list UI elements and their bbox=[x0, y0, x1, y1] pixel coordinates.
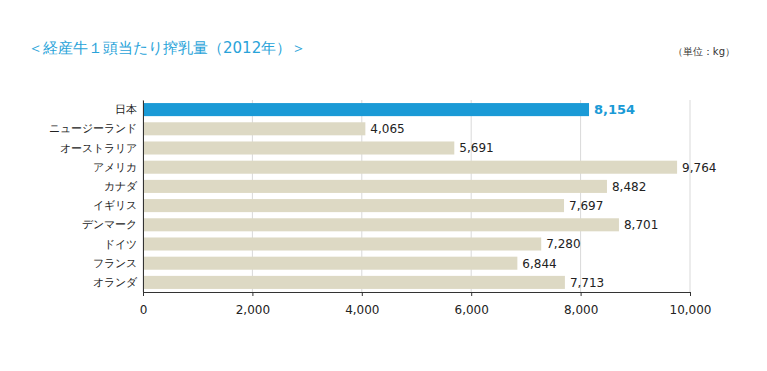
tick-mark bbox=[471, 292, 472, 296]
bar bbox=[143, 141, 454, 154]
tick-mark bbox=[362, 292, 363, 296]
bar bbox=[143, 103, 589, 116]
tick-mark bbox=[143, 292, 144, 296]
bar bbox=[143, 276, 565, 289]
y-axis: 日本ニュージーランドオーストラリアアメリカカナダイギリスデンマークドイツフランス… bbox=[49, 101, 144, 293]
data-label: 7,713 bbox=[570, 276, 604, 290]
bar bbox=[143, 122, 365, 135]
category-label: イギリス bbox=[93, 199, 137, 212]
data-label: 8,154 bbox=[594, 102, 635, 117]
tick: ドイツ bbox=[104, 238, 137, 251]
category-label: デンマーク bbox=[82, 218, 137, 231]
data-label: 5,691 bbox=[459, 141, 493, 155]
grid-line bbox=[143, 100, 144, 292]
bar bbox=[143, 180, 607, 193]
data-label: 6,844 bbox=[522, 257, 556, 271]
bars bbox=[143, 103, 677, 289]
category-label: フランス bbox=[93, 257, 137, 270]
bar bbox=[143, 237, 541, 250]
category-label: ドイツ bbox=[104, 238, 137, 251]
tick-label: 10,000 bbox=[670, 303, 712, 317]
bar bbox=[143, 161, 677, 174]
tick-label: 0 bbox=[140, 303, 148, 317]
bar bbox=[143, 218, 619, 231]
tick: 0 bbox=[140, 292, 148, 317]
tick-label: 4,000 bbox=[345, 303, 379, 317]
grid-line bbox=[690, 100, 691, 292]
tick: フランス bbox=[93, 257, 137, 270]
data-label: 8,701 bbox=[624, 218, 658, 232]
tick: アメリカ bbox=[93, 161, 137, 174]
tick-label: 8,000 bbox=[564, 303, 598, 317]
grid bbox=[143, 100, 690, 292]
bar bbox=[143, 199, 564, 212]
tick-label: 6,000 bbox=[455, 303, 489, 317]
tick: 6,000 bbox=[455, 292, 489, 317]
tick: 日本 bbox=[115, 103, 137, 116]
data-label: 7,280 bbox=[546, 237, 580, 251]
chart: ＜経産牛１頭当たり搾乳量（2012年）＞ （単位：kg） 0 2,000 4,000 6,… bbox=[0, 0, 767, 371]
axis-line bbox=[143, 101, 144, 293]
data-label: 4,065 bbox=[370, 122, 404, 136]
data-label: 9,764 bbox=[682, 161, 716, 175]
category-label: オーストラリア bbox=[60, 142, 137, 155]
tick: イギリス bbox=[93, 199, 137, 212]
tick: カナダ bbox=[104, 180, 138, 193]
tick-label: 2,000 bbox=[236, 303, 270, 317]
axis-label: （単位：kg） bbox=[673, 46, 735, 57]
tick: 10,000 bbox=[670, 292, 712, 317]
tick: デンマーク bbox=[82, 218, 137, 231]
bar bbox=[143, 257, 517, 270]
category-label: 日本 bbox=[115, 103, 137, 116]
tick-mark bbox=[581, 292, 582, 296]
tick-mark bbox=[252, 292, 253, 296]
tick: 2,000 bbox=[236, 292, 270, 317]
title: ＜経産牛１頭当たり搾乳量（2012年）＞ bbox=[28, 39, 306, 57]
tick: 8,000 bbox=[564, 292, 598, 317]
tick-mark bbox=[690, 292, 691, 296]
category-label: オランダ bbox=[93, 276, 138, 289]
grid-line bbox=[580, 100, 581, 292]
axis-line bbox=[144, 292, 691, 293]
category-label: アメリカ bbox=[93, 161, 137, 174]
data-label: 7,697 bbox=[569, 199, 603, 213]
plot: 0 2,000 4,000 6,000 8,000 10,000 日本ニュージーランドオース… bbox=[49, 100, 716, 317]
tick: 4,000 bbox=[345, 292, 379, 317]
tick: ニュージーランド bbox=[49, 122, 137, 135]
tick: オランダ bbox=[93, 276, 138, 289]
tick: オーストラリア bbox=[60, 142, 137, 155]
category-label: ニュージーランド bbox=[49, 122, 137, 135]
data-labels: 8,154 4,065 5,691 9,764 8,482 7,697 8,701 7,280… bbox=[370, 102, 716, 289]
data-label: 8,482 bbox=[612, 180, 646, 194]
x-axis: 0 2,000 4,000 6,000 8,000 10,000 bbox=[140, 292, 712, 317]
category-label: カナダ bbox=[104, 180, 138, 193]
